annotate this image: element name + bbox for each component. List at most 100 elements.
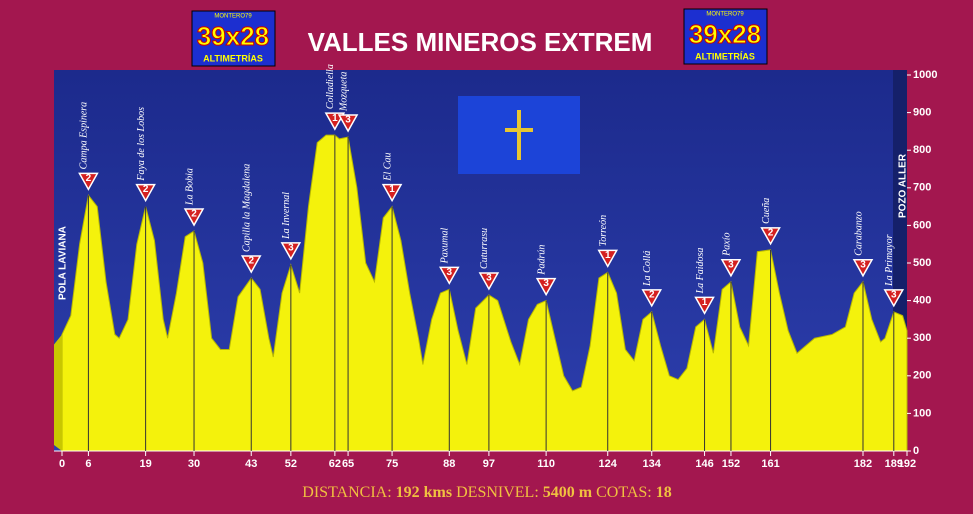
x-tick-label: 192 [898, 458, 916, 470]
y-tick-label: 100 [913, 407, 931, 419]
peak-category: 3 [447, 267, 453, 278]
y-tick-label: 0 [913, 445, 919, 457]
footer-label: DESNIVEL: [456, 484, 539, 501]
y-tick-label: 200 [913, 370, 931, 382]
peak-category: 2 [143, 184, 149, 195]
logo-main: 39x28 [197, 21, 269, 51]
peak-name: Torreón [598, 215, 609, 247]
y-tick-label: 700 [913, 182, 931, 194]
x-tick-label: 43 [245, 458, 257, 470]
footer: DISTANCIA: 192 kms DESNIVEL: 5400 m COTA… [302, 484, 671, 501]
profile-area [61, 134, 908, 452]
x-tick-label: 62 [329, 458, 341, 470]
peak-name: Padrún [536, 245, 547, 276]
peak-marker [883, 289, 905, 308]
peak-category: 3 [860, 259, 866, 270]
peak-marker [694, 296, 715, 315]
peak-marker [183, 208, 205, 227]
peak-marker [641, 289, 663, 308]
x-tick-label: 88 [443, 458, 455, 470]
y-tick-label: 300 [913, 332, 931, 344]
logo-right: MONTERO79 39x28 ALTIMETRÍAS [683, 8, 768, 65]
peak-category: 2 [768, 227, 774, 238]
x-tick-label: 161 [761, 458, 779, 470]
peak-name: La Primayor [884, 234, 895, 287]
peak-name: La Collá [642, 251, 653, 287]
peak-name: Colladiella [325, 64, 336, 109]
x-tick-label: 134 [643, 458, 662, 470]
peak-marker [597, 249, 619, 268]
x-tick-label: 124 [599, 458, 618, 470]
x-tick-label: 30 [188, 458, 200, 470]
peak-marker [381, 183, 403, 203]
x-tick-label: 65 [342, 458, 354, 470]
peak-name: Paxío [721, 232, 732, 256]
logo-left: MONTERO79 39x28 ALTIMETRÍAS [191, 10, 276, 67]
peak-marker [478, 272, 500, 291]
peak-category: 3 [728, 259, 734, 270]
x-tick-label: 152 [722, 458, 740, 470]
flag-cross [505, 110, 533, 160]
x-tick-label: 0 [59, 458, 65, 470]
y-tick-label: 400 [913, 295, 931, 307]
peak-name: Cueña [761, 198, 772, 224]
peak-name: La Invernal [281, 192, 292, 240]
peak-marker [240, 255, 262, 274]
footer-label: COTAS: [596, 484, 652, 501]
end-label: POZO ALLER [898, 153, 909, 218]
y-tick-label: 1000 [913, 69, 937, 81]
peak-marker [439, 266, 460, 285]
logo-top: MONTERO79 [214, 14, 252, 20]
peak-category: 3 [288, 243, 294, 254]
peak-marker [135, 183, 156, 203]
x-tick-label: 146 [695, 458, 713, 470]
x-tick-label: 52 [285, 458, 297, 470]
logo-bottom: ALTIMETRÍAS [695, 51, 755, 61]
peak-marker [280, 242, 302, 261]
peak-category: 3 [891, 290, 897, 301]
x-tick-label: 110 [537, 458, 555, 470]
peak-category: 2 [649, 290, 655, 301]
peak-name: Campa Espinera [79, 102, 90, 170]
peak-marker [337, 114, 359, 133]
peak-name: Mozqueta [338, 72, 349, 112]
y-tick-label: 600 [913, 219, 931, 231]
peak-category: 2 [191, 209, 197, 220]
peak-category: 1 [605, 250, 611, 261]
peak-marker [78, 172, 99, 191]
peak-category: 1 [332, 113, 338, 124]
x-tick-label: 97 [483, 458, 495, 470]
footer-value: 192 kms [396, 484, 452, 501]
peak-name: El Cau [382, 153, 393, 182]
peak-marker [760, 227, 781, 246]
x-tick-label: 189 [885, 458, 903, 470]
peak-category: 2 [248, 256, 254, 267]
footer-label: DISTANCIA: [302, 484, 391, 501]
peak-marker [324, 112, 346, 131]
y-tick-label: 800 [913, 144, 931, 156]
peak-name: La Faidosa [695, 248, 706, 295]
x-tick-label: 19 [139, 458, 151, 470]
profile-side [54, 334, 62, 451]
peak-name: La Bobia [184, 168, 195, 206]
peak-name: Faya de los Lobos [136, 107, 147, 182]
footer-value: 5400 m [543, 484, 593, 501]
peak-category: 1 [702, 297, 708, 308]
logo-bottom: ALTIMETRÍAS [203, 53, 263, 63]
peak-category: 3 [486, 273, 492, 284]
peak-name: Carabanzo [853, 211, 864, 255]
peak-name: Capilla la Magdalena [242, 164, 253, 252]
x-tick-label: 75 [386, 458, 398, 470]
start-label: POLA LAVIANA [58, 226, 69, 300]
y-tick-label: 500 [913, 257, 931, 269]
peak-category: 2 [86, 173, 92, 184]
peak-marker [535, 277, 557, 297]
peak-category: 1 [389, 184, 395, 195]
peak-marker [720, 259, 742, 278]
y-tick-label: 900 [913, 107, 931, 119]
peak-category: 3 [345, 115, 351, 126]
peak-name: Cuturrasu [479, 228, 490, 269]
peak-marker [852, 259, 874, 278]
peak-category: 3 [543, 278, 549, 289]
